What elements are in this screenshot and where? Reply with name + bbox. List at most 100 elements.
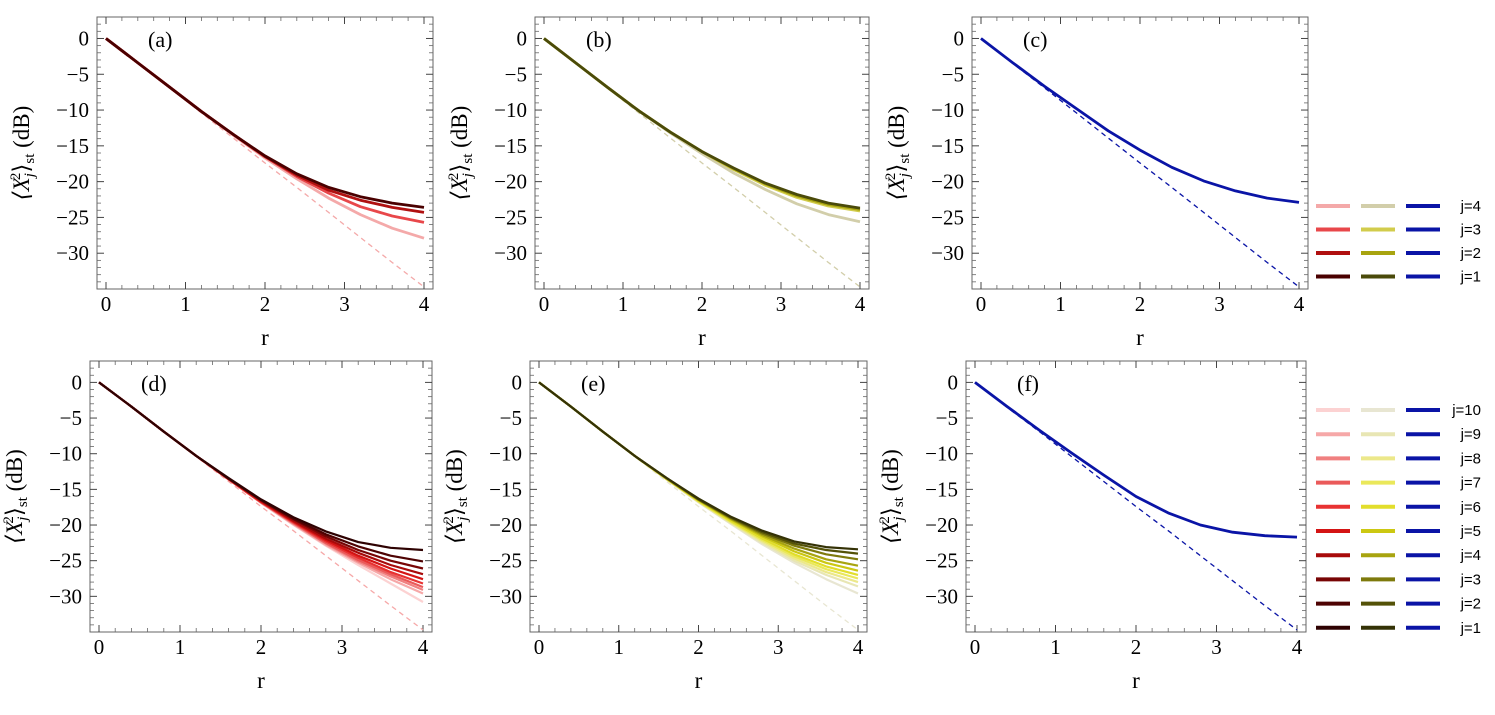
panel-a: 0 1 2 3 40−5−10−15−20−25−30r⟨Xj2⟩st (dB)(a)	[8, 16, 434, 350]
y-tick-label: −25	[925, 549, 958, 573]
y-tick-label: 0	[512, 370, 523, 394]
y-tick-label: −30	[931, 241, 964, 265]
legend-label: j=1	[1460, 269, 1481, 286]
y-axis-label: ⟨Xj2⟩st (dB)	[877, 449, 907, 544]
y-axis-label: ⟨Xj2⟩st (dB)	[883, 106, 913, 201]
series-line-j1	[974, 381, 1298, 539]
legend-label: j=5	[1460, 523, 1481, 540]
x-axis-label: r	[698, 325, 706, 350]
y-tick-label: 0	[948, 370, 959, 394]
y-axis-label-part: 2	[441, 516, 457, 524]
y-axis-label-part: (dB)	[878, 449, 903, 497]
y-tick-label: −30	[56, 241, 89, 265]
x-tick-label: 4	[855, 292, 866, 316]
plot-area	[980, 37, 1300, 288]
series-line-j3	[538, 381, 859, 561]
x-axis-label: r	[261, 325, 269, 350]
x-axis-label: r	[1132, 668, 1140, 693]
y-axis-label-part: 2	[1, 516, 17, 524]
y-tick-label: −20	[931, 170, 964, 194]
series-line-j5	[538, 381, 859, 572]
y-tick-label: −15	[489, 477, 522, 501]
y-axis-label-part: st	[15, 496, 31, 507]
panel-label: (a)	[148, 27, 172, 52]
y-tick-label: −25	[49, 549, 82, 573]
x-tick-label: 0	[976, 292, 987, 316]
y-axis-label-part: 2	[446, 173, 462, 181]
legend-label: j=6	[1460, 499, 1481, 516]
y-axis-label-part: ⟩	[442, 507, 467, 516]
x-axis-label: r	[1136, 325, 1144, 350]
x-tick-label: 1	[175, 635, 186, 659]
plot-frame	[971, 16, 1309, 290]
legend-label: j=2	[1460, 245, 1481, 262]
y-tick-label: −15	[931, 134, 964, 158]
y-tick-label: 0	[954, 26, 965, 50]
x-tick-label: 1	[1050, 635, 1061, 659]
panel-label: (d)	[141, 371, 167, 396]
y-axis-label-part: 2	[877, 516, 893, 524]
panel-label: (e)	[581, 371, 605, 396]
y-axis-label-part: ⟩	[878, 507, 903, 516]
plot-frame	[89, 360, 433, 633]
y-axis-label-part: ⟨X	[2, 520, 27, 544]
legend-label: j=3	[1460, 571, 1481, 588]
y-axis-label-part: ⟩	[9, 164, 34, 173]
x-tick-label: 4	[853, 635, 864, 659]
x-tick-label: 3	[1211, 635, 1222, 659]
legend-label: j=10	[1451, 402, 1481, 419]
x-tick-label: 2	[697, 292, 708, 316]
series-line-j1	[538, 381, 859, 551]
x-tick-label: 1	[614, 635, 625, 659]
y-tick-label: −20	[56, 170, 89, 194]
y-tick-label: −5	[67, 62, 89, 86]
x-axis-label: r	[695, 668, 703, 693]
x-tick-label: 4	[1292, 635, 1303, 659]
x-tick-label: 3	[337, 635, 348, 659]
y-tick-label: −20	[489, 513, 522, 537]
y-tick-label: −20	[49, 513, 82, 537]
x-tick-label: 4	[1294, 292, 1305, 316]
y-tick-label: −15	[49, 477, 82, 501]
y-axis-label-part: ⟩	[884, 164, 909, 173]
y-axis-label-part: j	[460, 173, 476, 179]
series-line-j2	[98, 381, 424, 563]
x-tick-label: 0	[94, 635, 105, 659]
x-axis-label: r	[257, 668, 265, 693]
panel-c: 0 1 2 3 40−5−10−15−20−25−30r⟨Xj2⟩st (dB)(c)	[883, 16, 1309, 350]
plot-area	[538, 381, 859, 631]
plot-area	[974, 381, 1298, 631]
plot-area	[98, 381, 424, 631]
y-tick-label: −25	[931, 205, 964, 229]
plot-area	[105, 37, 425, 288]
series-line-j1	[543, 37, 861, 210]
y-axis-label-part: j	[891, 517, 907, 523]
y-axis-label-part: (dB)	[9, 106, 34, 154]
legend-bottom: j=10 j=9 j=8 j=7 j=6 j=5 j=4 j=3 j=2 j=1	[1316, 402, 1481, 637]
y-tick-label: −20	[925, 513, 958, 537]
series-line-j1	[98, 381, 424, 552]
x-tick-label: 4	[419, 292, 430, 316]
legend-label: j=8	[1460, 450, 1481, 467]
y-tick-label: −25	[56, 205, 89, 229]
y-axis-label-part: st	[22, 153, 38, 164]
y-axis-label-part: ⟩	[2, 507, 27, 516]
x-tick-label: 2	[693, 635, 704, 659]
series-line-j6	[98, 381, 424, 585]
x-tick-label: 1	[618, 292, 629, 316]
y-axis-label-part: ⟨X	[442, 520, 467, 544]
y-tick-label: −5	[505, 62, 527, 86]
y-tick-label: −5	[936, 406, 958, 430]
y-tick-label: −10	[931, 98, 964, 122]
y-axis-label-part: ⟨X	[884, 176, 909, 200]
x-tick-label: 2	[1135, 292, 1146, 316]
series-line-j9	[538, 381, 859, 588]
y-axis-label: ⟨Xj2⟩st (dB)	[8, 106, 38, 201]
y-axis-label-part: (dB)	[884, 106, 909, 154]
y-tick-label: −10	[489, 442, 522, 466]
x-tick-label: 1	[1055, 292, 1066, 316]
y-tick-label: −15	[494, 134, 527, 158]
legend-label: j=1	[1460, 620, 1481, 637]
y-axis-label-part: st	[460, 153, 476, 164]
y-tick-label: −30	[925, 584, 958, 608]
